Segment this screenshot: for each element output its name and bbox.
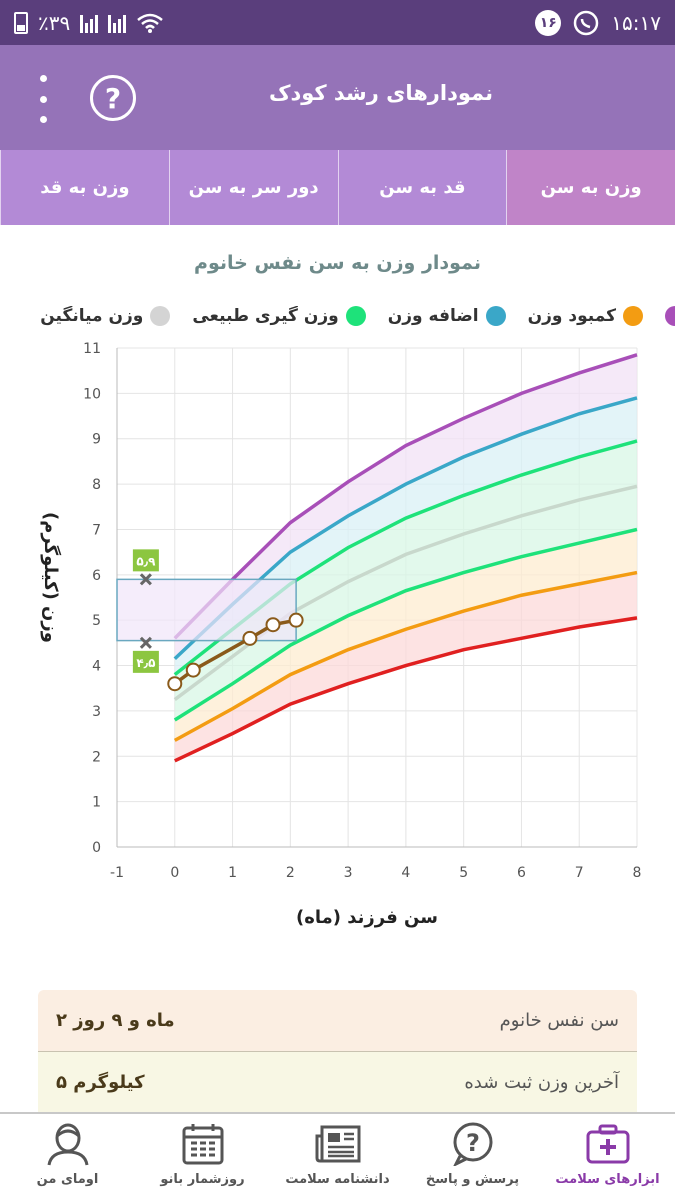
band-area — [174, 572, 637, 761]
x-tick-label: 8 — [633, 865, 642, 881]
newspaper-icon — [314, 1122, 362, 1166]
y-tick-label: 7 — [92, 522, 101, 538]
range-min-label: ۴٫۵ — [136, 656, 155, 670]
overflow-menu-icon[interactable] — [36, 75, 50, 123]
y-tick-label: 0 — [92, 840, 101, 856]
weight-value: ۵ کیلوگرم — [56, 1072, 145, 1093]
signal-icon — [80, 13, 99, 33]
series-line-1 — [173, 570, 638, 742]
y-tick-label: 3 — [92, 704, 101, 720]
weight-label: آخرین وزن ثبت شده — [464, 1072, 619, 1093]
nav-calendar[interactable]: روزشمار بانو — [135, 1114, 270, 1200]
legend-dot — [485, 306, 506, 326]
battery-level: ٪۳۹ — [38, 10, 71, 35]
weight-row: ۵ کیلوگرم آخرین وزن ثبت شده — [38, 1052, 637, 1114]
band-area — [174, 529, 637, 741]
child-weight-point — [185, 662, 201, 678]
legend-item-average[interactable]: وزن میانگین — [40, 306, 171, 326]
battery-icon — [14, 11, 28, 34]
svg-text:?: ? — [466, 1129, 480, 1157]
legend-dot — [665, 306, 675, 326]
range-max-label: ۵٫۹ — [136, 554, 156, 568]
y-tick-label: 9 — [92, 432, 101, 448]
child-weight-point — [242, 630, 258, 646]
chart-legend: کمبود وزن اضافه وزن وزن گیری طبیعی وزن م… — [0, 306, 675, 336]
range-label-bg — [132, 549, 159, 572]
x-tick-label: 0 — [170, 865, 179, 881]
app-header: ? نمودارهای رشد کودک — [0, 45, 675, 150]
question-chat-icon: ? — [449, 1122, 497, 1166]
x-axis-label: سن فرزند (ماه) — [296, 907, 438, 928]
legend-dot — [623, 306, 643, 326]
page-title: نمودارهای رشد کودک — [268, 81, 493, 105]
nav-q-and-a[interactable]: ? پرسش و پاسخ — [405, 1114, 540, 1200]
child-weight-point — [265, 617, 281, 633]
tab-weight-for-height[interactable]: وزن به قد — [0, 150, 169, 225]
clock: ۱۵:۱۷ — [611, 10, 661, 35]
x-tick-label: 7 — [575, 865, 584, 881]
nav-health-tools[interactable]: ابزارهای سلامت — [540, 1114, 675, 1200]
series-line-6 — [173, 353, 638, 640]
tab-weight-for-age[interactable]: وزن به سن — [506, 150, 675, 225]
growth-chart: -1 0 1 2 3 4 5 6 7 8 0 1 2 3 4 5 6 7 8 9 10 11 ۵٫۹ ۴٫۵ سن فرزند … — [40, 341, 642, 928]
x-tick-label: -1 — [110, 865, 124, 881]
wifi-icon — [137, 13, 164, 33]
whatsapp-icon — [574, 10, 599, 35]
band-area — [174, 440, 637, 700]
bottom-nav: ابزارهای سلامت ? پرسش و پاسخ دانشنامه سل… — [0, 1112, 675, 1200]
band-area — [174, 397, 637, 675]
range-label-bg — [132, 650, 159, 673]
y-axis-label: وزن (کیلوگرم) — [40, 512, 62, 643]
x-tick-label: 4 — [401, 865, 410, 881]
tab-head-circumference[interactable]: دور سر به سن — [168, 150, 338, 225]
help-button[interactable]: ? — [90, 75, 136, 121]
range-marker — [139, 636, 152, 649]
x-tick-label: 5 — [459, 865, 468, 881]
x-tick-label: 3 — [344, 865, 353, 881]
y-tick-label: 10 — [83, 386, 101, 402]
y-tick-label: 8 — [92, 477, 101, 493]
y-tick-label: 6 — [92, 568, 101, 584]
legend-item-normal[interactable]: وزن گیری طبیعی — [192, 306, 366, 326]
legend-item-overweight[interactable]: اضافه وزن — [388, 306, 506, 326]
nav-my-profile[interactable]: اومای من — [0, 1114, 135, 1200]
legend-dot — [345, 306, 366, 326]
tab-height-for-age[interactable]: قد به سن — [337, 150, 507, 225]
x-tick-label: 1 — [228, 865, 237, 881]
chart-title: نمودار وزن به سن نفس خانوم — [194, 252, 481, 274]
age-label: سن نفس خانوم — [499, 1010, 619, 1031]
status-bar: ٪۳۹ ۱۶ ۱۵:۱۷ — [0, 0, 675, 45]
legend-item-severe[interactable] — [665, 306, 675, 326]
chart-tabs: وزن به قد دور سر به سن قد به سن وزن به س… — [0, 150, 675, 225]
age-value: ۲ ماه و ۹ روز — [56, 1010, 175, 1031]
y-tick-label: 1 — [92, 795, 101, 811]
series-line-2 — [173, 527, 638, 722]
band-area — [174, 354, 637, 659]
child-weight-point — [167, 676, 183, 692]
series-line-0 — [174, 616, 638, 763]
legend-item-underweight[interactable]: کمبود وزن — [528, 306, 643, 326]
notification-count-badge: ۱۶ — [535, 9, 562, 36]
child-weight-point — [288, 612, 304, 628]
range-box — [116, 578, 297, 642]
y-tick-label: 11 — [83, 341, 101, 357]
age-row: ۲ ماه و ۹ روز سن نفس خانوم — [38, 990, 637, 1052]
user-avatar-icon — [44, 1122, 92, 1166]
child-info-panel: ۲ ماه و ۹ روز سن نفس خانوم ۵ کیلوگرم آخر… — [38, 990, 637, 1114]
legend-dot — [150, 306, 171, 326]
y-tick-label: 5 — [92, 613, 101, 629]
nav-encyclopedia[interactable]: دانشنامه سلامت — [270, 1114, 405, 1200]
y-tick-label: 2 — [92, 749, 101, 765]
x-tick-label: 6 — [517, 865, 526, 881]
band-area — [174, 486, 637, 720]
range-marker — [139, 573, 152, 586]
calendar-icon — [179, 1122, 227, 1166]
signal-icon-2 — [108, 13, 127, 33]
x-tick-label: 2 — [286, 865, 295, 881]
health-kit-icon — [584, 1122, 632, 1166]
y-tick-label: 4 — [92, 659, 101, 675]
